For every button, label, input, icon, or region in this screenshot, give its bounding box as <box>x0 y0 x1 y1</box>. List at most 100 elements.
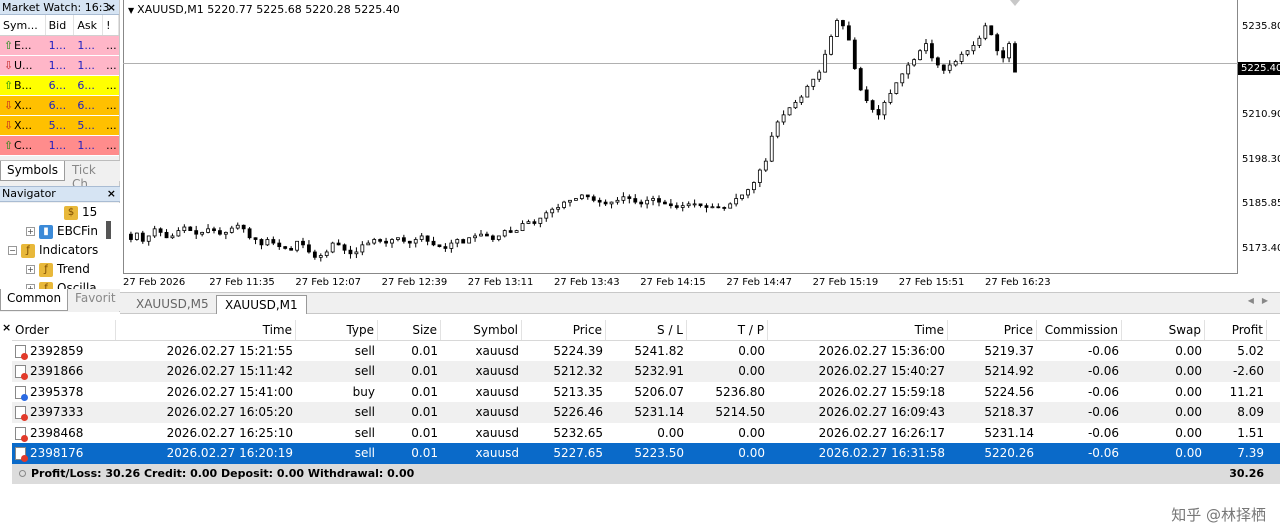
market-watch-row[interactable]: ⇩U... 1... 1...... <box>0 56 119 76</box>
col-commission[interactable]: Commission <box>1037 320 1122 340</box>
market-watch-row[interactable]: ⇧C... 1... 1...... <box>0 136 119 156</box>
col-profit[interactable]: Profit <box>1205 320 1267 340</box>
x-tick-label: 27 Feb 14:15 <box>640 277 706 288</box>
candle <box>330 241 335 254</box>
nav-item-oscillators[interactable]: + ƒ Oscilla <box>26 279 97 289</box>
terminal-close-icon[interactable]: × <box>2 321 12 334</box>
nav-item-trend[interactable]: + ƒ Trend <box>26 260 90 279</box>
col-order[interactable]: Order <box>12 320 116 340</box>
symbol-text: B... <box>14 79 33 92</box>
nav-item-account[interactable]: $15 <box>64 203 97 222</box>
nav-item-broker[interactable]: + ▮ EBCFin <box>26 222 98 241</box>
cell-price: 5224.39 <box>553 343 603 358</box>
market-watch-row[interactable]: ⇩X... 6... 6...... <box>0 96 119 116</box>
candle <box>823 49 828 73</box>
candle <box>615 197 620 205</box>
symbol-cell: ⇧E... <box>0 36 46 55</box>
col-swap[interactable]: Swap <box>1122 320 1205 340</box>
order-document-icon <box>15 406 28 421</box>
candle <box>645 196 650 209</box>
col-price[interactable]: Price <box>522 320 606 340</box>
symbol-cell: ⇩X... <box>0 116 46 135</box>
candle <box>206 224 210 234</box>
nav-item-indicators[interactable]: − ƒ Indicators <box>8 241 98 260</box>
cell-close-time: 2026.02.27 16:26:17 <box>818 425 945 440</box>
x-tick-label: 27 Feb 2026 <box>123 277 186 288</box>
tab-favorites[interactable]: Favorit <box>68 289 123 311</box>
cell-close-time: 2026.02.27 15:40:27 <box>818 364 945 378</box>
navigator-close-icon[interactable]: × <box>106 187 116 200</box>
cell-close-price: 5220.26 <box>984 446 1034 460</box>
candle <box>479 229 483 237</box>
candle <box>692 199 697 208</box>
market-watch-close-icon[interactable]: × <box>106 1 116 14</box>
candle <box>449 239 454 253</box>
tab-common[interactable]: Common <box>0 289 69 311</box>
navigator-scrollbar[interactable] <box>106 221 111 239</box>
col-size[interactable]: Size <box>378 320 441 340</box>
candle <box>953 59 958 67</box>
candle <box>971 41 976 55</box>
expand-icon[interactable]: + <box>26 284 35 289</box>
candle <box>437 244 442 248</box>
col-flag[interactable]: ! <box>103 15 120 35</box>
order-row[interactable]: 2398468 2026.02.27 16:25:10 sell 0.01 xauusd… <box>12 423 1280 444</box>
col-symbol[interactable]: Sym... <box>0 15 46 35</box>
expand-icon[interactable]: + <box>26 265 35 274</box>
candle <box>455 238 460 248</box>
candle <box>722 206 727 211</box>
cell-tp: 0.00 <box>738 343 765 358</box>
col-sl[interactable]: S / L <box>606 320 687 340</box>
arrow-down-icon: ⇩ <box>3 59 14 72</box>
candle <box>663 199 667 205</box>
candle <box>490 234 495 242</box>
market-watch-row[interactable]: ⇧E... 1... 1...... <box>0 36 119 56</box>
col-close-time[interactable]: Time <box>768 320 948 340</box>
col-ask[interactable]: Ask <box>74 15 104 35</box>
candlestick-plot[interactable] <box>123 0 1238 274</box>
tab-scroll-arrows-icon[interactable]: ◀▶ <box>1247 296 1276 305</box>
order-row[interactable]: 2397333 2026.02.27 16:05:20 sell 0.01 xauusd… <box>12 402 1280 423</box>
cell-order: 2395378 <box>12 382 116 402</box>
symbol-text: U... <box>14 59 33 72</box>
collapse-icon[interactable]: − <box>8 246 17 255</box>
cell-close-price: 5214.92 <box>984 364 1034 378</box>
cell-sl: 0.00 <box>657 425 684 440</box>
candle <box>805 84 810 98</box>
tab-symbols[interactable]: Symbols <box>0 161 65 181</box>
candle <box>657 195 661 207</box>
expand-icon[interactable]: + <box>26 227 35 236</box>
order-row[interactable]: 2391866 2026.02.27 15:11:42 sell 0.01 xauusd… <box>12 361 1280 382</box>
order-id: 2395378 <box>30 384 84 399</box>
bid-cell: 1... <box>48 139 67 152</box>
candle <box>846 21 851 41</box>
candle <box>734 193 739 207</box>
ask-cell: 1... <box>77 139 95 152</box>
oscillators-icon: ƒ <box>39 281 53 289</box>
col-close-price[interactable]: Price <box>948 320 1037 340</box>
order-row[interactable]: 2398176 2026.02.27 16:20:19 sell 0.01 xauusd… <box>12 443 1280 464</box>
market-watch-row[interactable]: ⇧B... 6... 6...... <box>0 76 119 96</box>
order-row[interactable]: 2392859 2026.02.27 15:21:55 sell 0.01 xauusd… <box>12 341 1280 362</box>
col-bid[interactable]: Bid <box>46 15 75 35</box>
cell-sl: 5206.07 <box>634 384 684 399</box>
tab-tick-chart[interactable]: Tick Ch <box>64 161 120 191</box>
order-row[interactable]: 2395378 2026.02.27 15:41:00 buy 0.01 xauusd 5… <box>12 382 1280 403</box>
cell-size: 0.01 <box>411 384 438 399</box>
candle <box>419 233 424 242</box>
market-watch-row[interactable]: ⇩X... 5... 5...... <box>0 116 119 136</box>
cell-order: 2398468 <box>12 423 116 443</box>
tab-xauusd-m5[interactable]: XAUUSD,M5 <box>136 297 209 311</box>
cell-time: 2026.02.27 16:25:10 <box>166 425 293 440</box>
candle <box>882 100 887 120</box>
col-symbol[interactable]: Symbol <box>441 320 522 340</box>
cell-profit: 7.39 <box>1237 446 1264 460</box>
candle <box>241 224 246 233</box>
tab-xauusd-m1[interactable]: XAUUSD,M1 <box>216 295 307 314</box>
totals-summary: Profit/Loss: 30.26 Credit: 0.00 Deposit:… <box>12 464 712 484</box>
price-chart[interactable]: ▼ XAUUSD,M1 5220.77 5225.68 5220.28 5225.… <box>120 0 1280 292</box>
col-time[interactable]: Time <box>116 320 296 340</box>
col-type[interactable]: Type <box>296 320 378 340</box>
col-tp[interactable]: T / P <box>687 320 768 340</box>
